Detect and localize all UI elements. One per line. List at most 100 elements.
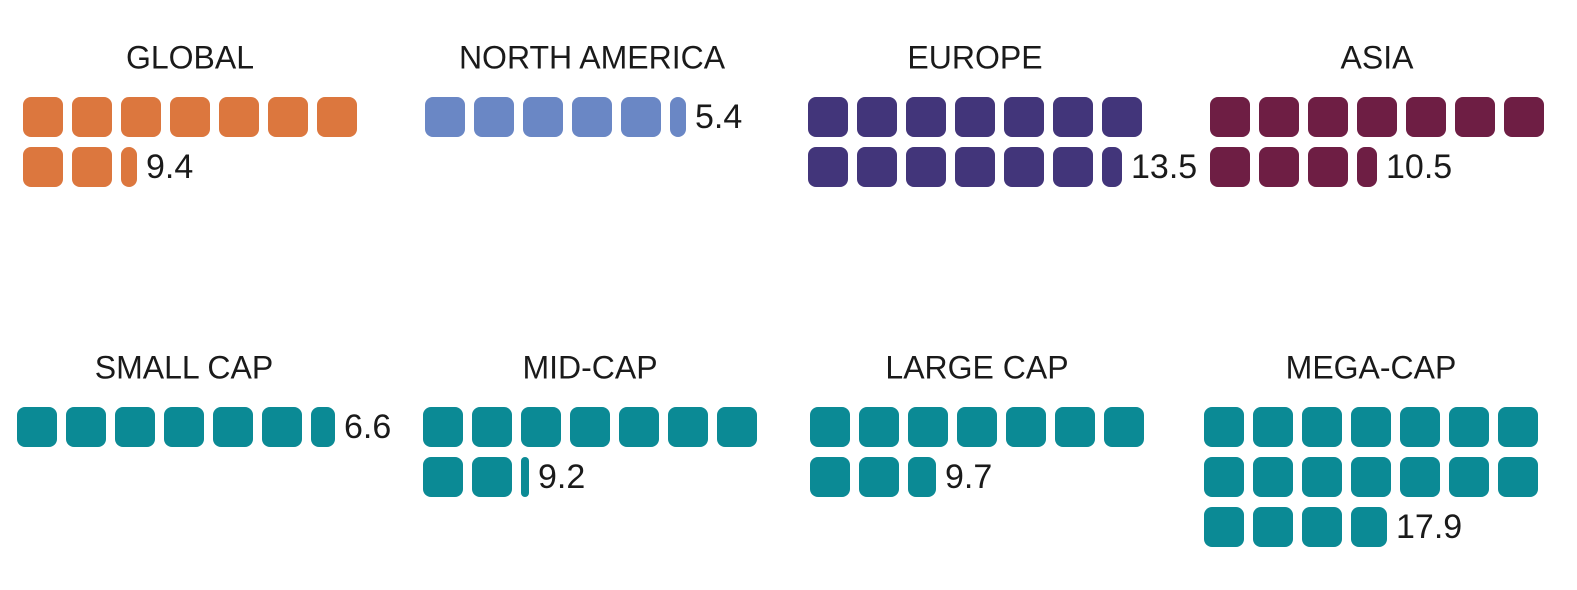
waffle-cell [857,97,897,137]
waffle-cell [1053,147,1093,187]
waffle-cell [908,407,948,447]
waffle-cell [1351,457,1391,497]
waffle-cell [1498,457,1538,497]
panel-title: LARGE CAP [885,349,1068,385]
waffle-cell [1104,407,1144,447]
waffle-cell [1204,407,1244,447]
waffle-cell [472,457,512,497]
waffle-cell [1210,147,1250,187]
waffle-cell [1498,407,1538,447]
waffle-cell [523,97,563,137]
waffle-cell [521,457,529,497]
waffle-cell [1504,97,1544,137]
value-label: 5.4 [695,98,742,136]
panel-title: MID-CAP [522,349,657,385]
value-label: 6.6 [344,408,391,446]
waffle-cell [955,147,995,187]
waffle-cell [170,97,210,137]
waffle-cell [72,147,112,187]
waffle-cell [1259,97,1299,137]
waffle-cell [957,407,997,447]
waffle-cell [857,147,897,187]
waffle-cell [1302,457,1342,497]
panel-title: ASIA [1341,39,1415,75]
waffle-cell [425,97,465,137]
waffle-cell [1259,147,1299,187]
waffle-cell [1357,147,1377,187]
waffle-cell [115,407,155,447]
waffle-cell [317,97,357,137]
waffle-cell [859,407,899,447]
waffle-cell [1406,97,1446,137]
waffle-cell [906,97,946,137]
waffle-cell [219,97,259,137]
waffle-cell [1308,97,1348,137]
waffle-cell [717,407,757,447]
waffle-cell [474,97,514,137]
waffle-cell [1351,407,1391,447]
waffle-cell [1302,407,1342,447]
waffle-cell [906,147,946,187]
waffle-cell [1055,407,1095,447]
waffle-cell [121,97,161,137]
waffle-cell [17,407,57,447]
waffle-cell [213,407,253,447]
waffle-cell [1053,97,1093,137]
waffle-cell [810,407,850,447]
waffle-cell [908,457,936,497]
waffle-cell [66,407,106,447]
waffle-cell [1210,97,1250,137]
waffle-cell [810,457,850,497]
waffle-cell [1004,147,1044,187]
waffle-cell [859,457,899,497]
waffle-cell [1455,97,1495,137]
waffle-cell [121,147,137,187]
waffle-cell [423,407,463,447]
waffle-cell [1400,407,1440,447]
waffle-cell [1449,457,1489,497]
waffle-cell [1204,507,1244,547]
panel-title: MEGA-CAP [1286,349,1457,385]
waffle-cell [1308,147,1348,187]
waffle-cell [572,97,612,137]
waffle-cell [621,97,661,137]
waffle-cell [1204,457,1244,497]
waffle-cell [23,147,63,187]
waffle-cell [268,97,308,137]
panel-title: EUROPE [907,39,1042,75]
waffle-cell [472,407,512,447]
waffle-cell [1302,507,1342,547]
value-label: 13.5 [1131,148,1197,186]
waffle-cell [619,407,659,447]
waffle-cell [668,407,708,447]
panel-title: NORTH AMERICA [459,39,726,75]
waffle-cell [1351,507,1387,547]
waffle-cell [311,407,335,447]
waffle-cell [1006,407,1046,447]
waffle-cell [1357,97,1397,137]
waffle-cell [808,147,848,187]
value-label: 9.7 [945,458,992,496]
waffle-cell [1253,457,1293,497]
waffle-cell [670,97,686,137]
waffle-cell [1102,147,1122,187]
waffle-cell [521,407,561,447]
waffle-cell [1004,97,1044,137]
waffle-cell [23,97,63,137]
value-label: 10.5 [1386,148,1452,186]
waffle-cell [1253,507,1293,547]
waffle-cell [72,97,112,137]
value-label: 9.4 [146,148,193,186]
waffle-cell [262,407,302,447]
waffle-cell [1400,457,1440,497]
waffle-cell [1102,97,1142,137]
waffle-cell [1449,407,1489,447]
panel-title: GLOBAL [126,39,254,75]
value-label: 17.9 [1396,508,1462,546]
waffle-cell [1253,407,1293,447]
waffle-cell [808,97,848,137]
waffle-cell [164,407,204,447]
panel-title: SMALL CAP [95,349,273,385]
value-label: 9.2 [538,458,585,496]
